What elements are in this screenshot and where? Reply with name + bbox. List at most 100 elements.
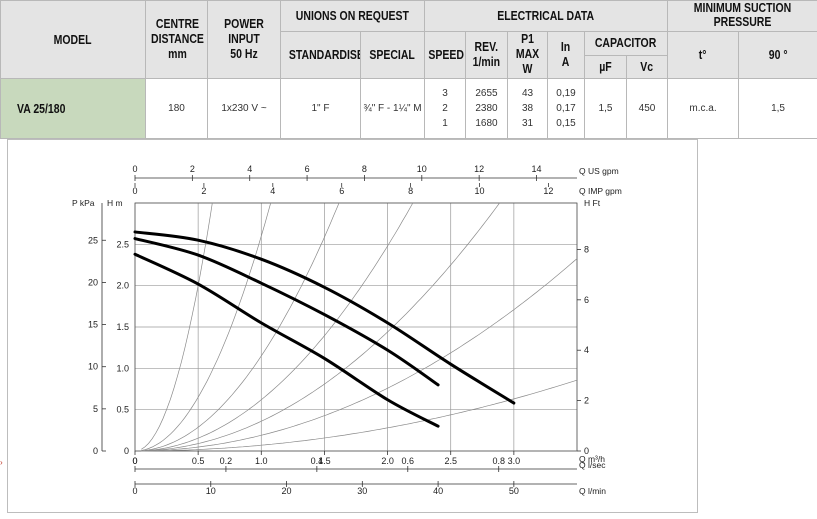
header-suction: MINIMUM SUCTION PRESSURE xyxy=(667,0,817,32)
tick-label-hm: 2.5 xyxy=(116,239,129,249)
tick-label-m3h: 2.0 xyxy=(381,456,394,466)
tick-label-lsec: 0.2 xyxy=(220,456,233,466)
tick-label-kpa: 10 xyxy=(88,362,98,372)
tick-label-m3h: 0 xyxy=(132,456,137,466)
axis-label-kpa: P kPa xyxy=(72,198,95,208)
tick-label-kpa: 5 xyxy=(93,404,98,414)
header-standardised: STANDARDISED xyxy=(280,31,361,79)
model-name: VA 25/180 xyxy=(0,78,146,139)
axis-label-us-gpm: Q US gpm xyxy=(579,166,619,176)
header-vc: Vc xyxy=(625,54,669,79)
tick-label-kpa: 20 xyxy=(88,277,98,287)
header-electrical: ELECTRICAL DATA xyxy=(423,0,669,32)
tick-label-hm: 0 xyxy=(124,446,129,456)
p1max-values: 43 38 31 xyxy=(507,78,548,139)
rev-values: 2655 2380 1680 xyxy=(465,78,508,139)
tick-label-imp-gpm: 2 xyxy=(201,186,206,196)
pump-curve-svg: 0 0.5 1.0 1.5 2.0 2.5 3.0 Q m³/h0 0.2 0.4 0.6 0.8 Q … xyxy=(72,164,622,496)
pump-curve-speed-3 xyxy=(133,230,516,405)
tick-label-us-gpm: 12 xyxy=(474,164,484,174)
tick-label-lsec: 0.8 xyxy=(492,456,505,466)
tick-label-lmin: 40 xyxy=(433,486,443,496)
tick-label-ft: 0 xyxy=(584,446,589,456)
tick-label-lmin: 0 xyxy=(132,486,137,496)
header-special: SPECIAL xyxy=(360,31,425,79)
tick-label-m3h: 1.5 xyxy=(318,456,331,466)
uf-value: 1,5 xyxy=(584,78,627,139)
tick-label-m3h: 2.5 xyxy=(444,456,457,466)
system-curve xyxy=(141,202,500,452)
header-power-input: POWER INPUT 50 Hz xyxy=(207,0,281,79)
tick-label-hm: 1.0 xyxy=(116,363,129,373)
tick-label-lsec: 0.6 xyxy=(402,456,415,466)
tick-label-lmin: 50 xyxy=(509,486,519,496)
special-value: ¾" F - 1¼" M xyxy=(360,78,425,139)
axis-label-lmin: Q l/min xyxy=(579,486,606,496)
header-in: In A xyxy=(547,31,585,79)
in-values: 0,19 0,17 0,15 xyxy=(547,78,585,139)
tick-label-m3h: 0.5 xyxy=(192,456,205,466)
power-input-value: 1x230 V ~ xyxy=(207,78,281,139)
tick-label-hm: 0.5 xyxy=(116,405,129,415)
tick-label-us-gpm: 2 xyxy=(190,164,195,174)
centre-distance-value: 180 xyxy=(145,78,208,139)
tick-label-imp-gpm: 4 xyxy=(270,186,275,196)
tick-label-hm: 1.5 xyxy=(116,322,129,332)
tick-label-us-gpm: 8 xyxy=(362,164,367,174)
tick-label-lsec: 0 xyxy=(132,456,137,466)
pump-curve-chart: 0 0.5 1.0 1.5 2.0 2.5 3.0 Q m³/h 0 0.2 0.4 0.6 0.8 Q … xyxy=(7,139,698,513)
tick-label-us-gpm: 0 xyxy=(132,164,137,174)
plot-frame xyxy=(134,202,578,452)
pump-curve-speed-2 xyxy=(133,237,440,387)
tick-label-kpa: 25 xyxy=(88,235,98,245)
system-curve xyxy=(141,258,578,452)
header-capacitor: CAPACITOR xyxy=(583,31,669,56)
tick-label-kpa: 0 xyxy=(93,446,98,456)
tick-label-lsec: 0.4 xyxy=(311,456,324,466)
edge-marker: › xyxy=(0,458,3,467)
header-p1max: P1 MAX W xyxy=(507,31,548,79)
tick-label-m3h: 3.0 xyxy=(508,456,521,466)
t-unit-value: m.c.a. xyxy=(667,78,740,139)
header-rev: REV. 1/min xyxy=(465,31,508,79)
tick-label-lmin: 20 xyxy=(282,486,292,496)
header-t: t° xyxy=(667,31,740,79)
tick-label-imp-gpm: 10 xyxy=(474,186,484,196)
system-curve xyxy=(141,202,272,451)
axis-label-imp-gpm: Q IMP gpm xyxy=(579,186,622,196)
header-speed: SPEED xyxy=(424,31,466,79)
tick-label-m3h: 1.0 xyxy=(255,456,268,466)
axis-label-m3h: Q m³/h xyxy=(579,454,605,464)
tick-label-kpa: 15 xyxy=(88,320,98,330)
header-uf: µF xyxy=(584,54,627,79)
axis-label-ft: H Ft xyxy=(584,198,601,208)
standardised-value: 1" F xyxy=(280,78,361,139)
tick-label-ft: 4 xyxy=(584,345,589,355)
header-centre-distance: CENTRE DISTANCE mm xyxy=(145,0,208,79)
tick-label-us-gpm: 6 xyxy=(305,164,310,174)
pump-curve-speed-1 xyxy=(133,252,440,428)
header-model: MODEL xyxy=(0,0,146,79)
vc-value: 450 xyxy=(625,78,669,139)
axis-label-hm: H m xyxy=(107,198,123,208)
tick-label-us-gpm: 4 xyxy=(247,164,252,174)
system-curve xyxy=(141,379,578,452)
tick-label-imp-gpm: 6 xyxy=(339,186,344,196)
tick-label-hm: 2.0 xyxy=(116,281,129,291)
system-curve xyxy=(141,202,414,452)
tick-label-lmin: 30 xyxy=(357,486,367,496)
tick-label-us-gpm: 10 xyxy=(417,164,427,174)
tick-label-ft: 8 xyxy=(584,244,589,254)
pump-spec-table: MODEL CENTRE DISTANCE mm POWER INPUT 50 Hz … xyxy=(0,0,817,139)
tick-label-us-gpm: 14 xyxy=(532,164,542,174)
header-unions: UNIONS ON REQUEST xyxy=(280,0,425,32)
header-t90: 90 ° xyxy=(738,31,817,79)
tick-label-ft: 6 xyxy=(584,295,589,305)
tick-label-imp-gpm: 8 xyxy=(408,186,413,196)
t90-value: 1,5 xyxy=(738,78,817,139)
tick-label-imp-gpm: 0 xyxy=(132,186,137,196)
tick-label-ft: 2 xyxy=(584,396,589,406)
system-curve xyxy=(141,202,340,452)
system-curve xyxy=(141,202,213,450)
